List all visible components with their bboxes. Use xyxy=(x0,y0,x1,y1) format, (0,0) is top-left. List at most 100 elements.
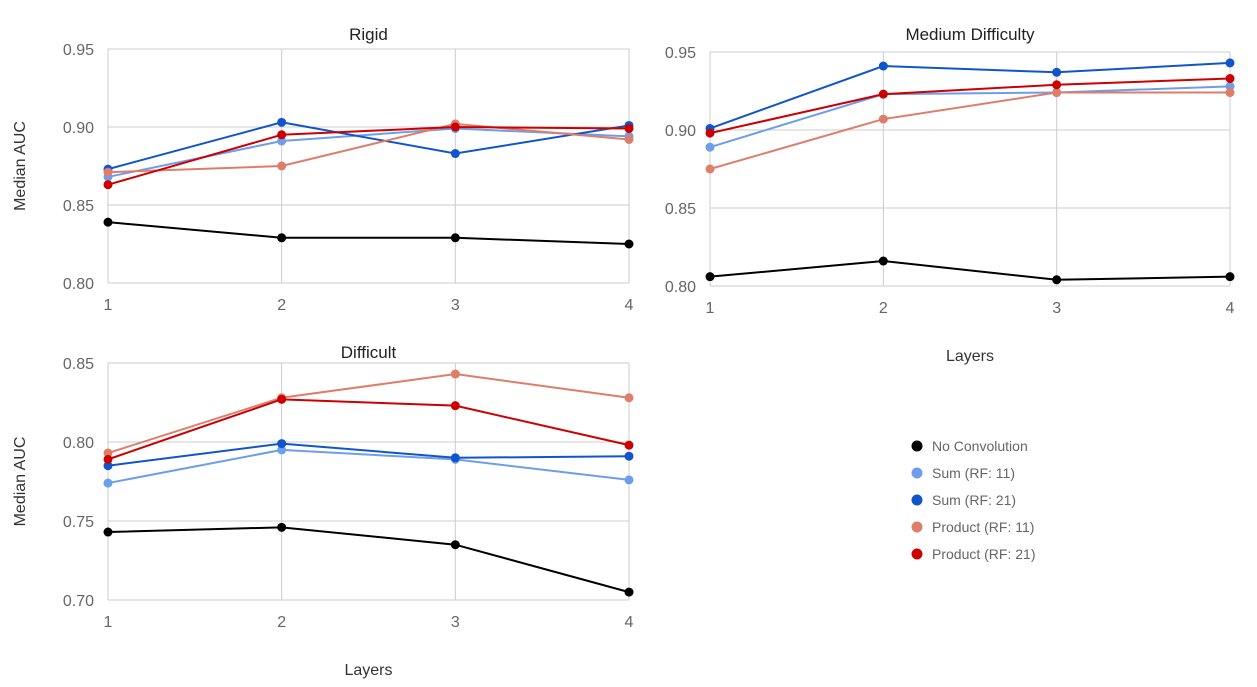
legend-label: No Convolution xyxy=(932,438,1028,454)
data-point xyxy=(878,114,888,124)
data-point xyxy=(1225,88,1235,98)
x-tick-label: 2 xyxy=(277,614,286,631)
data-point xyxy=(103,527,113,537)
data-point xyxy=(624,587,634,597)
series-line-1 xyxy=(709,260,1231,281)
series-line-5 xyxy=(107,125,630,186)
data-point xyxy=(450,122,460,132)
chart-title: Medium Difficulty xyxy=(905,25,1035,44)
legend-label: Sum (RF: 11) xyxy=(932,465,1015,481)
data-point xyxy=(277,522,287,532)
y-axis-label: Median AUC xyxy=(12,437,29,527)
legend-label: Sum (RF: 21) xyxy=(932,492,1016,508)
data-point xyxy=(103,167,113,177)
data-point xyxy=(103,478,113,488)
legend-marker xyxy=(911,440,923,452)
data-point xyxy=(1225,272,1235,282)
x-tick-label: 4 xyxy=(625,297,634,314)
series-line-4 xyxy=(107,122,630,174)
data-point xyxy=(450,453,460,463)
data-point xyxy=(1052,88,1062,98)
series-line-3 xyxy=(709,61,1231,130)
y-tick-label: 0.85 xyxy=(665,201,696,218)
data-point xyxy=(624,440,634,450)
data-point xyxy=(103,217,113,227)
series-line-4 xyxy=(709,91,1230,170)
y-tick-label: 0.75 xyxy=(63,514,94,531)
data-point xyxy=(1052,275,1062,285)
data-point xyxy=(624,124,634,134)
data-point xyxy=(1225,81,1235,91)
y-tick-label: 0.95 xyxy=(665,45,696,62)
series-line-3 xyxy=(107,442,630,467)
data-point xyxy=(705,142,715,152)
x-tick-label: 2 xyxy=(277,297,286,314)
data-point xyxy=(450,369,460,379)
data-point xyxy=(277,136,287,146)
data-point xyxy=(1052,67,1062,77)
legend-label: Product (RF: 11) xyxy=(932,519,1034,535)
series-line-4 xyxy=(107,373,630,455)
y-tick-label: 0.70 xyxy=(63,593,94,610)
legend-label: Product (RF: 21) xyxy=(932,546,1035,562)
x-axis-label: Layers xyxy=(946,348,994,365)
chart-title: Rigid xyxy=(349,25,388,44)
x-tick-label: 3 xyxy=(451,297,460,314)
data-point xyxy=(878,89,888,99)
data-point xyxy=(277,394,287,404)
data-point xyxy=(277,445,287,455)
series-line-1 xyxy=(107,526,630,594)
data-point xyxy=(277,130,287,140)
y-tick-label: 0.85 xyxy=(63,356,94,373)
series-line-3 xyxy=(107,121,630,171)
data-point xyxy=(624,451,634,461)
y-tick-label: 0.80 xyxy=(63,276,94,293)
chart-panel-1: 0.80 0.85 0.90 0.95 1 2 3 4 Rigid Median AUC xyxy=(12,25,634,314)
data-point xyxy=(103,180,113,190)
chart-panel-3: 0.70 0.75 0.80 0.85 1 2 3 4 Difficult Median AUC L… xyxy=(12,343,634,679)
series-line-5 xyxy=(709,77,1231,135)
chart-panel-2: 0.80 0.85 0.90 0.95 1 2 3 4 Medium Difficulty Lay… xyxy=(665,25,1235,365)
series-line-2 xyxy=(709,85,1231,149)
y-tick-label: 0.85 xyxy=(63,198,94,215)
data-point xyxy=(624,134,634,144)
data-point xyxy=(1225,74,1235,84)
data-point xyxy=(450,540,460,550)
data-point xyxy=(705,272,715,282)
data-point xyxy=(450,401,460,411)
chart-title: Difficult xyxy=(341,343,397,362)
series-line-5 xyxy=(107,398,630,461)
x-tick-label: 1 xyxy=(706,300,715,317)
y-tick-label: 0.90 xyxy=(63,120,94,137)
data-point xyxy=(624,393,634,403)
x-tick-label: 4 xyxy=(625,614,634,631)
legend-marker xyxy=(911,548,923,560)
x-tick-label: 3 xyxy=(1052,300,1061,317)
x-tick-label: 4 xyxy=(1226,300,1235,317)
data-point xyxy=(450,149,460,159)
data-point xyxy=(878,61,888,71)
y-tick-label: 0.80 xyxy=(665,279,696,296)
x-tick-label: 3 xyxy=(451,614,460,631)
legend-marker xyxy=(911,521,923,533)
data-point xyxy=(1052,80,1062,90)
data-point xyxy=(277,233,287,243)
legend-marker xyxy=(911,494,923,506)
data-point xyxy=(277,161,287,171)
series-line-1 xyxy=(107,221,630,245)
data-point xyxy=(705,128,715,138)
data-point xyxy=(103,461,113,471)
data-point xyxy=(1225,58,1235,68)
data-point xyxy=(103,454,113,464)
data-point xyxy=(450,233,460,243)
y-tick-label: 0.95 xyxy=(63,42,94,59)
y-tick-label: 0.80 xyxy=(63,435,94,452)
data-point xyxy=(103,448,113,458)
x-tick-label: 1 xyxy=(104,297,113,314)
data-point xyxy=(277,117,287,127)
data-point xyxy=(624,475,634,485)
y-axis-label: Median AUC xyxy=(12,121,29,211)
series-line-2 xyxy=(107,448,630,485)
data-point xyxy=(878,256,888,266)
